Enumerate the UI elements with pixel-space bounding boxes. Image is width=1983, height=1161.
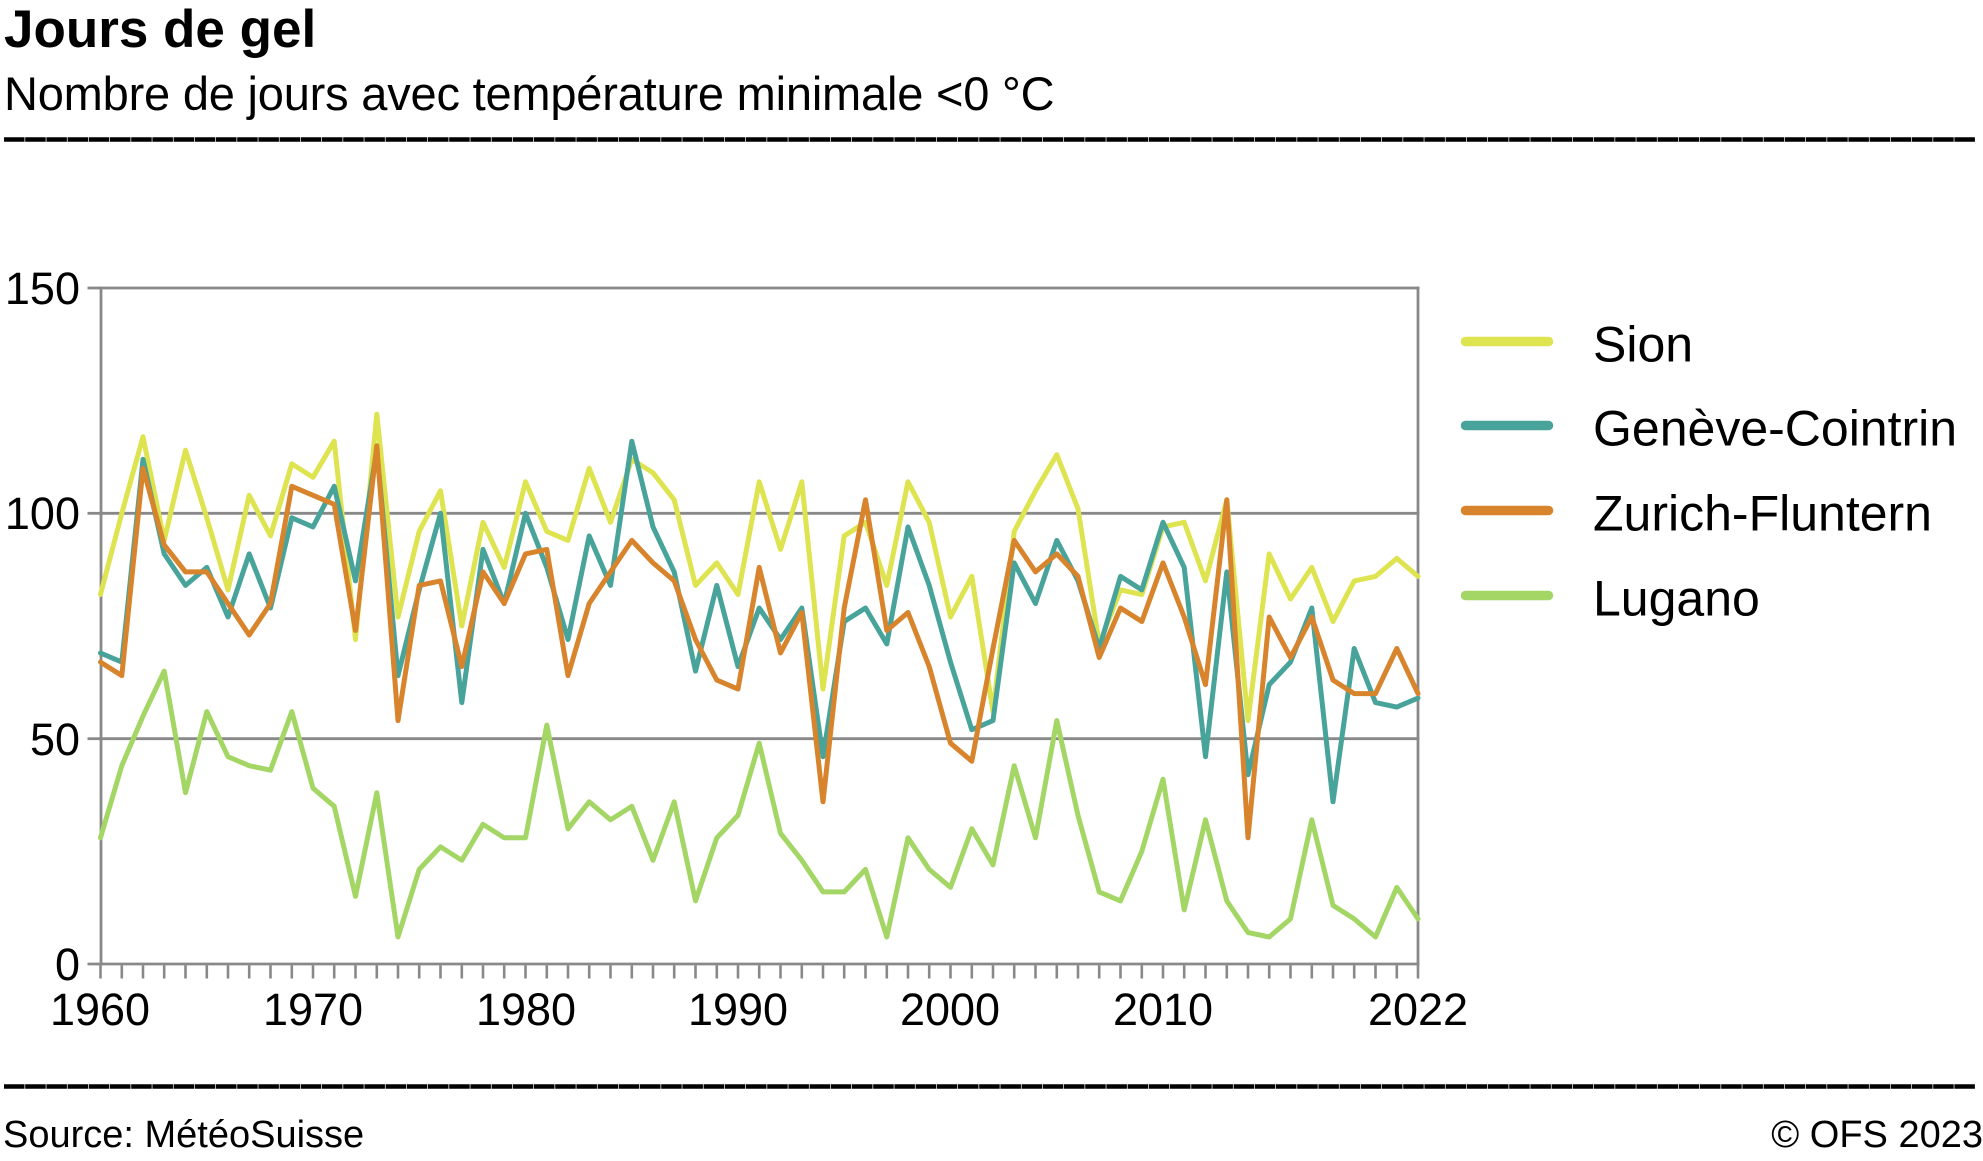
svg-text:2022: 2022: [1368, 984, 1468, 1035]
svg-text:2000: 2000: [900, 984, 1000, 1035]
svg-text:150: 150: [5, 263, 80, 314]
svg-text:Lugano: Lugano: [1593, 571, 1760, 627]
svg-text:Zurich-Fluntern: Zurich-Fluntern: [1593, 486, 1932, 542]
svg-text:Genève-Cointrin: Genève-Cointrin: [1593, 401, 1957, 457]
svg-text:Sion: Sion: [1593, 317, 1693, 373]
svg-text:0: 0: [55, 939, 80, 990]
svg-text:1970: 1970: [263, 984, 363, 1035]
svg-text:1990: 1990: [688, 984, 788, 1035]
svg-text:1980: 1980: [476, 984, 576, 1035]
svg-text:50: 50: [30, 714, 80, 765]
svg-text:1960: 1960: [50, 984, 150, 1035]
svg-text:2010: 2010: [1113, 984, 1213, 1035]
svg-text:100: 100: [5, 488, 80, 539]
